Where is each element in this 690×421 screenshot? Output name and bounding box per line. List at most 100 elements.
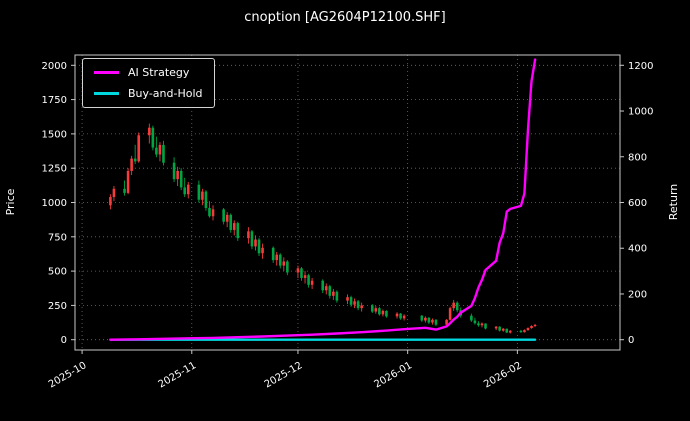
y-tick-label-left: 1500 [42, 129, 67, 140]
candle-body [370, 305, 374, 312]
candle-body [176, 170, 179, 180]
candle-body [523, 330, 526, 333]
candle-body [112, 188, 116, 198]
candle-body [360, 305, 363, 309]
legend-item-ai-strategy: AI Strategy [94, 66, 203, 79]
x-tick-label: 2025-10 [47, 360, 89, 390]
candle-body [445, 319, 448, 325]
y-tick-label-left: 1250 [42, 164, 67, 175]
ai-strategy-line [109, 58, 537, 341]
candle-body [229, 214, 233, 230]
candle-body [296, 268, 300, 273]
candle-body [420, 315, 424, 321]
candle-body [324, 286, 328, 291]
y-tick-label-left: 0 [61, 335, 67, 346]
candle-body [519, 330, 523, 333]
y-tick-label-right: 400 [628, 244, 647, 255]
y-tick-label-left: 1750 [42, 95, 67, 106]
candle-body [155, 147, 158, 155]
candle-body [179, 170, 183, 188]
candle-body [254, 239, 257, 247]
candle-body [162, 144, 165, 163]
candle-body [278, 254, 282, 266]
candle-body [137, 135, 141, 162]
y-tick-label-left: 1000 [42, 198, 67, 209]
candle-body [275, 254, 279, 261]
y-tick-label-right: 600 [628, 198, 647, 209]
candle-body [484, 323, 487, 329]
candle-body [172, 162, 176, 180]
y-tick-label-right: 0 [628, 335, 634, 346]
candle-body [530, 325, 533, 329]
candle-body [477, 323, 480, 326]
candle-body [257, 239, 261, 254]
candle-body [211, 209, 215, 217]
candle-body [356, 301, 360, 309]
candle-body [448, 308, 452, 320]
candle-body [126, 170, 130, 193]
candle-body [310, 280, 314, 285]
y-tick-label-right: 1000 [628, 107, 653, 118]
candle-body [208, 207, 211, 217]
y-tick-label-left: 500 [48, 267, 67, 278]
candle-body [494, 326, 498, 329]
candle-body [123, 188, 126, 193]
y-tick-label-right: 800 [628, 152, 647, 163]
candle-body [381, 310, 385, 315]
candle-body [374, 308, 378, 312]
candle-body [186, 184, 190, 195]
legend: AI Strategy Buy-and-Hold [82, 58, 215, 108]
candle-body [395, 313, 399, 317]
candle-body [526, 328, 530, 331]
candle-body [402, 315, 406, 319]
candle-body [148, 127, 151, 136]
candle-body [225, 214, 229, 222]
right-axis-label: Return [667, 184, 680, 221]
candle-body [183, 187, 187, 195]
candle-body [431, 319, 434, 323]
candle-body [321, 280, 325, 291]
candle-body [271, 247, 275, 261]
x-tick-label: 2025-12 [263, 360, 305, 390]
candle-body [533, 324, 537, 326]
candle-body [501, 328, 505, 331]
x-tick-label: 2026-02 [482, 360, 524, 390]
candle-body [349, 297, 353, 305]
candle-body [508, 330, 512, 333]
ai-strategy-line-swatch [94, 71, 119, 74]
candle-body [473, 320, 477, 324]
y-tick-label-right: 200 [628, 289, 647, 300]
candle-body [378, 308, 381, 315]
candle-body [455, 302, 459, 311]
candle-body [434, 319, 438, 325]
candle-body [130, 158, 133, 171]
candle-body [300, 268, 303, 278]
candle-body [261, 247, 264, 254]
candle-body [109, 197, 112, 206]
candle-body [335, 291, 339, 301]
candle-body [303, 275, 307, 278]
candle-body [427, 317, 431, 323]
candle-body [353, 301, 356, 305]
candle-body [247, 231, 250, 239]
x-tick-label: 2025-11 [157, 360, 199, 390]
chart-title: cnoption [AG2604P12100.SHF] [244, 10, 446, 25]
x-tick-label: 2026-01 [372, 360, 414, 390]
candle-body [498, 326, 501, 331]
legend-item-buy-and-hold: Buy-and-Hold [94, 87, 203, 100]
candle-body [286, 261, 289, 273]
y-tick-label-left: 2000 [42, 61, 67, 72]
candle-body [505, 328, 509, 333]
candle-body [399, 313, 402, 319]
candle-body [250, 231, 254, 247]
candle-body [452, 302, 455, 309]
candle-body [133, 158, 137, 162]
y-tick-label-left: 750 [48, 232, 67, 243]
candle-body [197, 184, 201, 200]
y-tick-label-left: 250 [48, 301, 67, 312]
candle-body [204, 191, 208, 208]
candle-body [222, 209, 225, 222]
legend-label-buy-and-hold: Buy-and-Hold [128, 87, 203, 100]
